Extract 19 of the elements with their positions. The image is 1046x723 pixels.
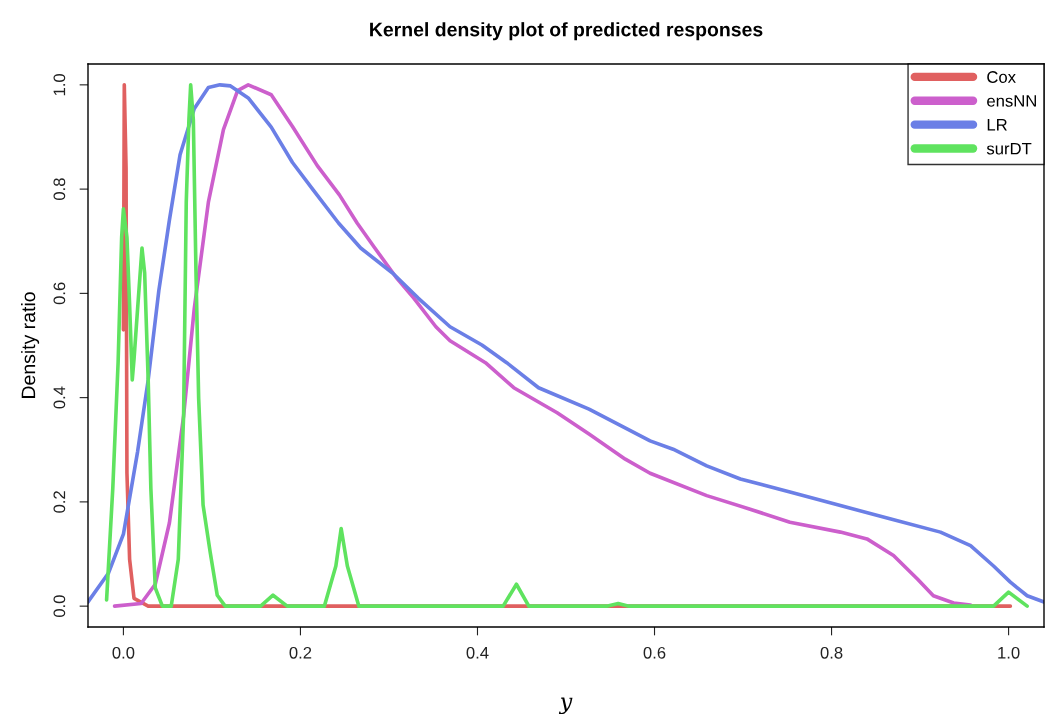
legend-label: ensNN [987, 95, 1036, 107]
y-tick-label: 0.0 [53, 595, 66, 618]
legend-label: Cox [987, 71, 1016, 83]
chart-title: Kernel density plot of predicted responses [370, 22, 763, 41]
y-tick-label: 0.8 [53, 178, 66, 201]
y-tick-label: 1.0 [53, 73, 66, 96]
y-tick-label: 0.6 [53, 282, 66, 305]
y-tick-label: 0.4 [53, 386, 66, 409]
y-axis-title: Density ratio [21, 292, 40, 398]
legend-label: surDT [986, 142, 1032, 155]
x-axis-title: y [558, 697, 573, 715]
x-tick-label: 1.0 [998, 646, 1020, 659]
x-tick-label: 0.0 [112, 646, 135, 659]
x-tick-label: 0.6 [643, 646, 666, 659]
x-tick-label: 0.4 [466, 646, 489, 659]
x-tick-label: 0.8 [820, 646, 843, 659]
legend-label: LR [987, 119, 1007, 131]
y-tick-label: 0.2 [53, 491, 66, 513]
x-tick-label: 0.2 [289, 646, 312, 659]
